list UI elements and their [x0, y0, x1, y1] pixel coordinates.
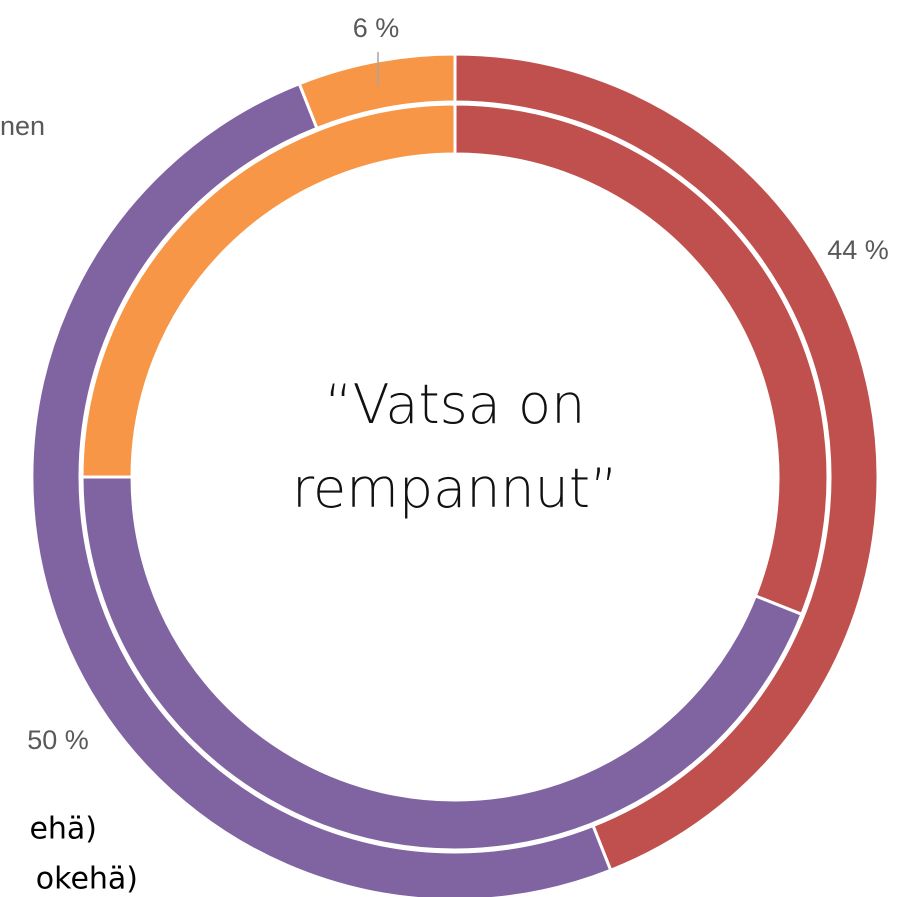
chart-title: “Vatsa on rempannut” — [292, 373, 618, 520]
annotation: nen — [0, 111, 45, 141]
data-label: 44 % — [827, 235, 889, 265]
donut-segment — [80, 102, 457, 479]
data-label: 6 % — [353, 13, 400, 43]
donut-segment — [453, 102, 830, 617]
legend-entry: ehä) — [29, 812, 97, 847]
data-label: 50 % — [27, 725, 89, 755]
donut-segment — [297, 52, 457, 131]
donut-segment — [80, 475, 804, 852]
legend-entry: okehä) — [36, 862, 138, 897]
